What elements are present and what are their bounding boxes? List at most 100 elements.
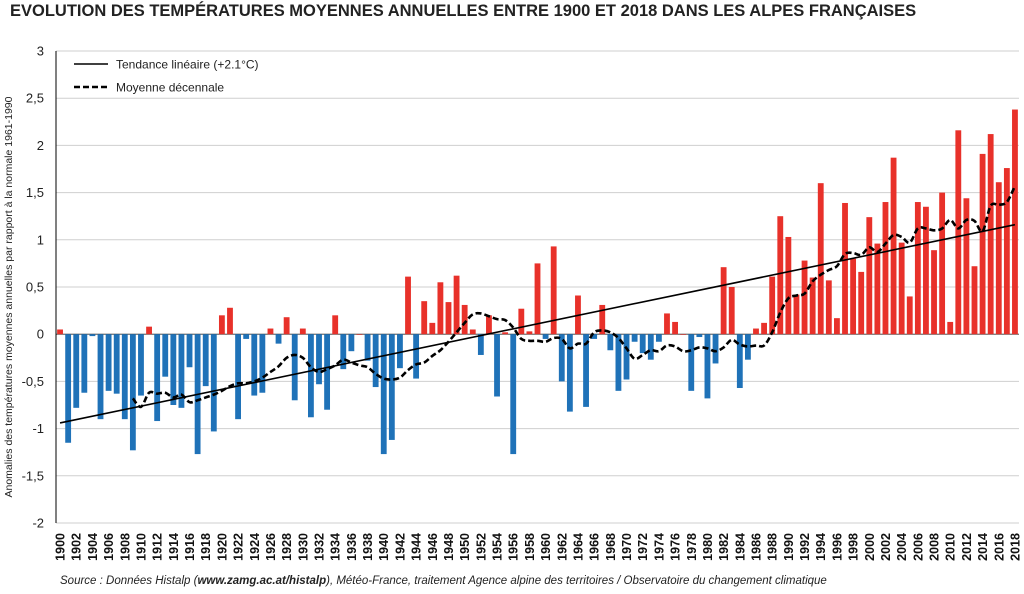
y-tick-label: 1,5 bbox=[26, 185, 44, 200]
legend: Tendance linéaire (+2.1°C) Moyenne décenn… bbox=[74, 58, 259, 95]
source-caption: Source : Données Histalp (www.zamg.ac.at… bbox=[60, 575, 827, 587]
x-tick-label: 1924 bbox=[248, 533, 262, 561]
x-tick-label: 2000 bbox=[863, 533, 877, 561]
bar-1952 bbox=[477, 334, 484, 355]
x-tick-label: 1926 bbox=[264, 533, 278, 561]
bar-2011 bbox=[955, 130, 962, 335]
legend-trend-label: Tendance linéaire (+2.1°C) bbox=[116, 58, 259, 72]
x-tick-label: 2004 bbox=[895, 533, 909, 561]
x-tick-label: 1990 bbox=[782, 533, 796, 561]
bar-2001 bbox=[874, 243, 881, 335]
bar-1915 bbox=[178, 334, 185, 408]
bar-1916 bbox=[186, 334, 193, 368]
bar-2004 bbox=[898, 242, 905, 335]
bar-1944 bbox=[413, 334, 420, 379]
bar-1920 bbox=[218, 315, 225, 335]
bar-1932 bbox=[316, 334, 322, 385]
x-tick-label: 2006 bbox=[911, 533, 925, 561]
bar-1967 bbox=[599, 304, 606, 335]
x-tick-label: 2012 bbox=[960, 533, 974, 561]
x-tick-label: 1988 bbox=[766, 533, 780, 561]
x-tick-label: 1910 bbox=[134, 533, 148, 561]
y-tick-label: -1,5 bbox=[22, 468, 44, 483]
y-tick-label: -1 bbox=[32, 421, 44, 436]
bar-1933 bbox=[324, 334, 331, 410]
bar-1992 bbox=[801, 260, 808, 335]
bar-2018 bbox=[1012, 109, 1018, 335]
legend-decadal-label: Moyenne décennale bbox=[116, 81, 224, 95]
bar-1997 bbox=[842, 202, 848, 335]
bar-1999 bbox=[858, 271, 865, 335]
bar-1927 bbox=[275, 334, 282, 344]
bar-2002 bbox=[882, 202, 889, 335]
bar-1943 bbox=[405, 276, 411, 335]
x-tick-label: 1942 bbox=[393, 533, 407, 561]
bar-1954 bbox=[494, 334, 500, 397]
x-tick-label: 1934 bbox=[329, 533, 343, 561]
x-tick-label: 1962 bbox=[555, 533, 569, 561]
bar-1988 bbox=[769, 276, 776, 335]
bar-1938 bbox=[364, 334, 371, 361]
x-tick-label: 1996 bbox=[830, 533, 844, 561]
bar-1972 bbox=[639, 334, 646, 354]
bar-2012 bbox=[963, 198, 970, 335]
bar-1912 bbox=[154, 334, 161, 422]
bar-1929 bbox=[291, 334, 298, 401]
bar-1963 bbox=[566, 334, 573, 412]
bar-1970 bbox=[623, 334, 630, 380]
bar-1979 bbox=[696, 334, 703, 338]
x-tick-label: 1994 bbox=[814, 533, 828, 561]
bar-1976 bbox=[672, 321, 678, 335]
bar-1946 bbox=[429, 322, 436, 335]
bar-1948 bbox=[445, 302, 452, 335]
bar-2005 bbox=[906, 296, 913, 335]
bar-1994 bbox=[817, 183, 824, 335]
bar-1962 bbox=[558, 334, 565, 382]
bar-1989 bbox=[777, 216, 784, 335]
bar-1939 bbox=[372, 334, 379, 388]
x-tick-label: 1912 bbox=[151, 533, 165, 561]
x-tick-label: 1908 bbox=[118, 533, 132, 561]
x-tick-label: 2010 bbox=[944, 533, 958, 561]
bar-1903 bbox=[81, 334, 88, 393]
bar-2010 bbox=[947, 321, 954, 335]
x-tick-label: 1964 bbox=[571, 533, 585, 561]
bar-1901 bbox=[65, 334, 72, 443]
bar-2003 bbox=[890, 157, 897, 335]
x-tick-label: 2018 bbox=[1008, 533, 1022, 561]
x-tick-label: 1950 bbox=[458, 533, 472, 561]
x-tick-label: 1966 bbox=[588, 533, 602, 561]
source-suffix: ), Météo-France, traitement Agence alpin… bbox=[326, 575, 827, 587]
bar-1940 bbox=[380, 334, 387, 455]
x-tick-label: 1900 bbox=[54, 533, 68, 561]
y-tick-label: 0 bbox=[37, 327, 44, 342]
y-axis-label: Anomalies des températures moyennes annu… bbox=[3, 96, 15, 497]
x-tick-label: 1986 bbox=[750, 533, 764, 561]
bar-1904 bbox=[89, 334, 96, 337]
bar-1934 bbox=[332, 315, 339, 335]
bar-1986 bbox=[753, 328, 759, 335]
bar-1981 bbox=[712, 334, 719, 364]
bar-1990 bbox=[785, 236, 792, 335]
bar-1922 bbox=[235, 334, 241, 420]
bar-1953 bbox=[486, 315, 492, 335]
y-tick-label: 0,5 bbox=[26, 280, 44, 295]
x-tick-label: 1982 bbox=[717, 533, 731, 561]
bar-1960 bbox=[542, 334, 549, 339]
x-tick-label: 1940 bbox=[377, 533, 391, 561]
x-tick-label: 1980 bbox=[701, 533, 715, 561]
y-tick-label: 3 bbox=[37, 44, 44, 59]
bar-1905 bbox=[97, 334, 104, 420]
bar-1951 bbox=[469, 329, 476, 335]
linear-trend-line bbox=[59, 223, 1016, 424]
bar-1991 bbox=[793, 294, 800, 335]
x-tick-label: 1902 bbox=[70, 533, 84, 561]
trend-lines bbox=[59, 185, 1017, 424]
x-tick-label: 1984 bbox=[733, 533, 747, 561]
bar-1926 bbox=[267, 328, 274, 335]
x-tick-label: 1992 bbox=[798, 533, 812, 561]
x-tick-label: 1948 bbox=[442, 533, 456, 561]
x-tick-label: 1920 bbox=[215, 533, 229, 561]
bar-1945 bbox=[421, 301, 428, 335]
